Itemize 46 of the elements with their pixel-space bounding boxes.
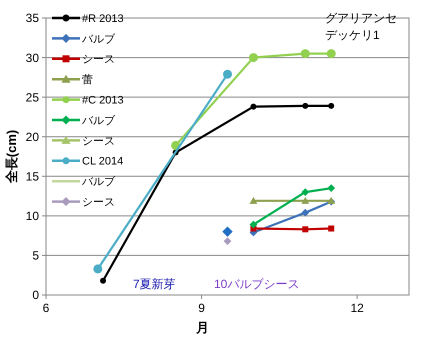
legend-label: #R 2013: [82, 12, 124, 25]
y-tick-label: 20: [26, 130, 40, 144]
legend-label: シース: [82, 196, 115, 208]
y-tick-label: 5: [32, 248, 40, 263]
legend-label: シース: [82, 135, 115, 148]
point: [250, 220, 258, 228]
x-tick-label: 12: [350, 301, 364, 315]
x-tick-label: 9: [198, 301, 206, 315]
point: [301, 188, 310, 196]
annotation: 7夏新芽: [133, 277, 176, 292]
y-tick-label: 10: [26, 209, 40, 224]
point: [250, 196, 258, 204]
y-tick-label: 25: [26, 90, 40, 104]
point: [300, 49, 310, 58]
annotation: 10バルブシース: [214, 277, 300, 292]
point: [327, 184, 336, 192]
annotation: デッケリ1: [325, 28, 380, 42]
y-axis-title: 全長(cm): [4, 130, 19, 184]
x-tick-label: 6: [42, 301, 50, 315]
y-tick-label: 35: [26, 11, 40, 26]
annotation: グアリアンセ: [325, 11, 397, 26]
x-axis-title: 月: [195, 320, 209, 335]
point: [302, 226, 308, 232]
point: [100, 278, 106, 284]
point: [301, 196, 310, 204]
legend-label: 蕾: [82, 73, 93, 86]
y-tick-label: 0: [32, 288, 40, 302]
point: [248, 53, 258, 62]
legend-label: CL 2014: [82, 156, 124, 168]
legend-label: バルブ: [81, 175, 116, 188]
y-tick-label: 30: [26, 50, 40, 65]
legend-label: バルブ: [81, 114, 116, 127]
y-tick-label: 15: [26, 169, 40, 184]
legend-label: シース: [82, 54, 115, 66]
point: [223, 70, 232, 79]
point: [326, 49, 336, 58]
point: [301, 208, 310, 217]
point: [302, 102, 308, 109]
point: [222, 226, 233, 237]
point: [250, 104, 256, 110]
point: [328, 226, 334, 232]
legend-label: バルブ: [81, 32, 116, 46]
point: [224, 237, 232, 246]
point: [328, 102, 334, 109]
point: [93, 264, 102, 274]
legend-label: #C 2013: [82, 94, 124, 106]
